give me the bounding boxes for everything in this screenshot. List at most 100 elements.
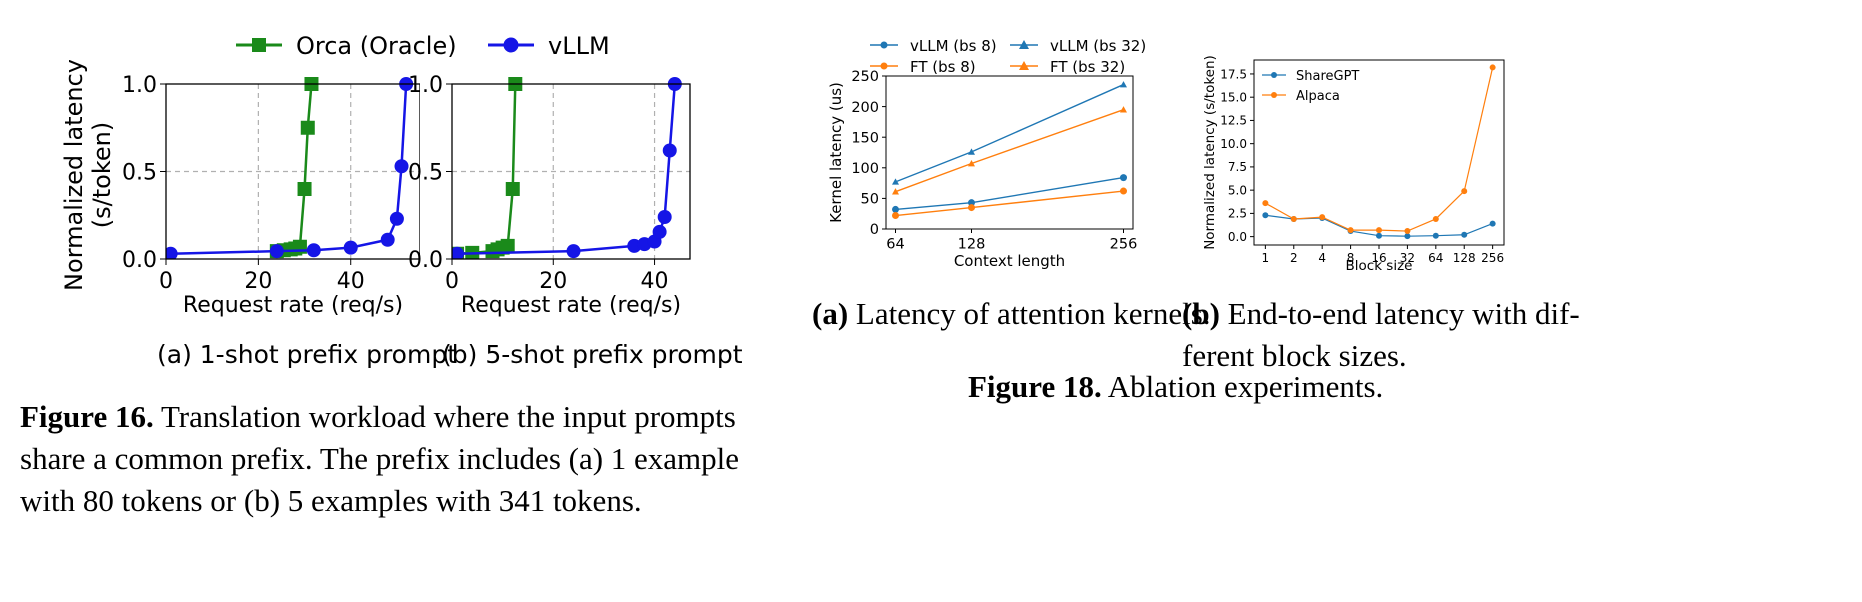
fig18b-series-1-point-2 (1319, 214, 1326, 221)
fig18a-xlabel: Context length (954, 252, 1065, 270)
fig18b-series-group (1262, 64, 1496, 240)
fig16b-series-1-point-7 (662, 143, 677, 158)
fig18b-ytick-label-1: 2.5 (1228, 207, 1247, 221)
fig18-caption: Figure 18. Ablation experiments. (968, 366, 1383, 408)
chart-fig16b: 0 20 40 0.0 0.5 1.0 Request rate (req/s) (408, 73, 691, 318)
fig16a-series-1-point-0 (166, 246, 178, 259)
legend-ft-bs32-label: FT (bs 32) (1050, 58, 1125, 76)
fig18a-legend: vLLM (bs 8) vLLM (bs 32) FT (bs 8) FT (b… (870, 37, 1146, 76)
fig16b-series-1-point-1 (566, 244, 581, 259)
fig18b-ytick-label-0: 0.0 (1228, 230, 1247, 244)
fig16a-xtick-label-2: 40 (337, 269, 365, 294)
fig16-subcaption-b: (b) 5-shot prefix prompt (442, 340, 743, 369)
fig16b-xlabel: Request rate (req/s) (461, 293, 681, 318)
fig18b-series-1-point-5 (1404, 228, 1411, 235)
fig18b-legend-1-marker (1271, 92, 1277, 98)
fig18a-series-group (892, 81, 1127, 220)
fig18a-ytick-label-0: 0 (870, 222, 879, 238)
fig18b-ylabel: Normalized latency (s/token) (1202, 55, 1218, 250)
fig18a-series-2-line (895, 190, 1124, 217)
fig18b-ytick-label-4: 10.0 (1220, 137, 1247, 151)
fig18b-ytick-label-7: 17.5 (1220, 67, 1247, 81)
fig16b-xtick-label-0: 0 (445, 269, 459, 294)
legend-vllm-bs32-label: vLLM (bs 32) (1050, 37, 1146, 55)
fig16a-series-0-point-6 (300, 120, 315, 135)
fig16-legend: Orca (Oracle) vLLM (236, 32, 610, 60)
fig18-caption-text: Ablation experiments. (1107, 369, 1384, 404)
chart-fig18b: 1 2 4 8 16 32 64 128 256 0.0 2.5 5.0 7.5 10.0 12.5 15.0… (1202, 55, 1505, 274)
fig18-caption-label: Figure 18. (968, 369, 1102, 404)
fig18a-series-3-point-1 (968, 160, 975, 167)
legend-ft-bs32-marker (1019, 61, 1029, 70)
fig18b-xtick-label-2: 4 (1318, 251, 1326, 265)
fig18a-series-2-point-1 (968, 204, 975, 212)
fig16-caption-line2: share a common prefix. The prefix includ… (20, 441, 740, 476)
fig18b-xtick-label-8: 256 (1481, 251, 1504, 265)
fig18b-xlabel: Block size (1346, 258, 1413, 274)
fig16a-ytick-label-2: 1.0 (122, 73, 157, 98)
fig16-caption-label: Figure 16. (20, 399, 154, 434)
fig18b-series-0-point-7 (1461, 231, 1468, 238)
fig18b-xtick-label-3: 8 (1347, 251, 1355, 265)
fig18b-ytick-label-6: 15.0 (1220, 91, 1247, 105)
fig18b-series-1-point-8 (1489, 64, 1496, 71)
fig18a-series-0-point-1 (968, 199, 975, 207)
fig18b-xtick-label-6: 64 (1428, 251, 1443, 265)
fig18b-series-1-point-6 (1432, 215, 1439, 222)
fig18a-series-1-point-1 (968, 148, 975, 155)
fig18b-xtick-label-0: 1 (1262, 251, 1270, 265)
fig16b-series-1-point-5 (652, 224, 667, 239)
fig16a-series-1-point-4 (380, 232, 395, 247)
fig18b-xtick-label-7: 128 (1453, 251, 1476, 265)
fig18b-legend-1-label: Alpaca (1296, 89, 1340, 104)
fig16a-series-1-point-2 (306, 243, 321, 258)
fig16-subcaption-a: (a) 1-shot prefix prompt (157, 340, 457, 369)
fig18a-series-0-point-0 (892, 205, 899, 213)
fig18a-series-3-point-2 (1120, 106, 1127, 113)
fig18a-xtick-label-1: 128 (958, 237, 986, 253)
fig16a-series-1-point-1 (269, 244, 284, 259)
legend-ft-bs8-marker (880, 62, 888, 70)
legend-vllm-label: vLLM (548, 32, 610, 60)
fig16b-series-0-point-5 (500, 238, 515, 253)
fig18b-xtick-label-1: 2 (1290, 251, 1298, 265)
fig18b-subcaption-line1: End-to-end latency with dif- (1227, 296, 1580, 331)
fig18a-series-1-point-0 (892, 178, 899, 185)
fig18b-xtick-label-4: 16 (1371, 251, 1386, 265)
fig18b-series-0-point-4 (1376, 232, 1382, 239)
fig16a-ytick-label-0: 0.0 (122, 248, 157, 273)
fig18a-subcaption-text: Latency of attention kernels. (855, 296, 1211, 331)
fig18b-ytick-label-5: 12.5 (1220, 114, 1247, 128)
legend-ft-bs8-label: FT (bs 8) (910, 58, 976, 76)
fig18b-series-0-point-6 (1432, 232, 1439, 239)
fig18a-subcaption: (a) Latency of attention kernels. (812, 293, 1211, 335)
fig18a-series-3-point-0 (892, 188, 899, 195)
fig16b-series-1-line (457, 83, 677, 255)
fig18b-subcaption: (b) End-to-end latency with dif- ferent … (1182, 293, 1580, 377)
fig18a-frame (885, 75, 1134, 230)
fig18a-series-1-line (895, 83, 1124, 183)
fig16a-series-0-point-5 (297, 182, 312, 196)
fig18b-series-1-point-1 (1290, 215, 1297, 222)
fig16a-series-1-line (170, 83, 408, 255)
fig18b-series-1-point-0 (1262, 200, 1269, 207)
fig16b-ytick-label-0: 0.0 (408, 248, 443, 273)
fig16a-series-1-point-5 (389, 211, 404, 226)
fig16a-series-1-point-3 (343, 240, 358, 255)
fig16-caption-line1: Translation workload where the input pro… (160, 399, 736, 434)
fig18a-ytick-label-4: 200 (851, 100, 879, 116)
fig16b-xtick-label-2: 40 (641, 269, 669, 294)
fig16a-xtick-label-1: 20 (244, 269, 272, 294)
fig16a-series-group (166, 77, 414, 259)
chart-fig18a: 64 128 256 0 50 100 150 200 250 Context length Ker… (827, 69, 1137, 270)
fig18a-ytick-label-1: 50 (861, 192, 879, 208)
fig16-caption: Figure 16. Translation workload where th… (20, 396, 780, 522)
legend-vllm-bs8-marker (880, 41, 888, 49)
legend-orca-marker (252, 38, 266, 52)
fig18a-series-1-point-2 (1120, 81, 1127, 88)
fig16a-xlabel: Request rate (req/s) (183, 293, 403, 318)
legend-vllm-bs32-marker (1019, 40, 1029, 49)
fig18b-series-1-point-4 (1376, 227, 1382, 234)
fig18b-ytick-label-2: 5.0 (1228, 183, 1247, 197)
chart-fig16a: 0 20 40 0.0 0.5 1.0 Request rate (req/s) (122, 73, 420, 318)
